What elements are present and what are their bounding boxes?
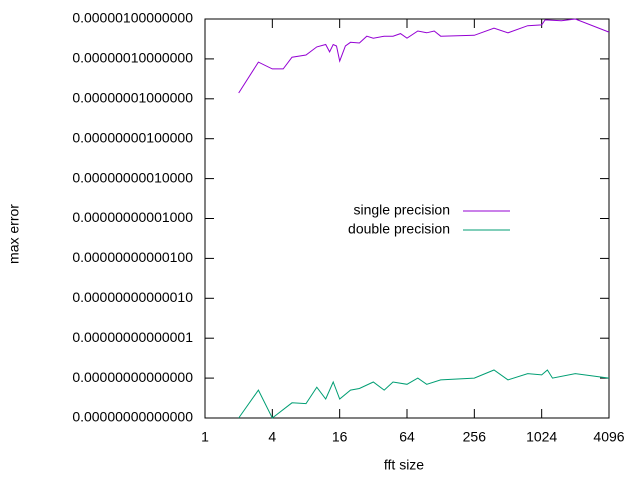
y-tick-label: 0.00000000001000 — [72, 209, 193, 225]
x-tick-label: 1024 — [526, 429, 557, 445]
y-tick-label: 0.00000000000100 — [72, 249, 193, 265]
y-tick-label: 0.00000000100000 — [72, 129, 193, 145]
y-tick-label: 0.00000000000000 — [72, 409, 193, 425]
legend-label: single precision — [354, 202, 451, 218]
y-tick-label: 0.00000000000000 — [72, 369, 193, 385]
y-tick-label: 0.00000000000010 — [72, 289, 193, 305]
x-tick-label: 1 — [201, 429, 209, 445]
legend-label: double precision — [348, 221, 450, 237]
plot-frame — [204, 18, 610, 419]
x-tick-label: 64 — [399, 429, 415, 445]
y-tick-label: 0.00000001000000 — [72, 90, 193, 106]
y-tick-label: 0.00000010000000 — [72, 50, 193, 66]
y-tick-label: 0.00000000010000 — [72, 169, 193, 185]
data-line — [238, 18, 610, 94]
y-tick-label: 0.00000000000001 — [72, 329, 193, 345]
y-tick-label: 0.00000100000000 — [72, 10, 193, 26]
x-axis-label: fft size — [384, 457, 424, 473]
x-tick-label: 256 — [463, 429, 487, 445]
y-axis-label: max error — [6, 204, 22, 264]
x-tick-label: 4096 — [593, 429, 624, 445]
data-line — [238, 369, 610, 419]
x-tick-label: 16 — [332, 429, 348, 445]
x-tick-label: 4 — [268, 429, 276, 445]
